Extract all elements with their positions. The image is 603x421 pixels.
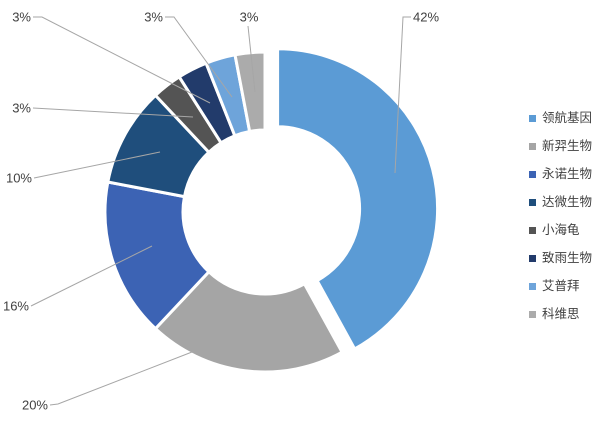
leader-line	[49, 351, 193, 406]
pie-slice-新羿生物[interactable]	[153, 269, 345, 374]
legend-item[interactable]: 科维思	[529, 300, 592, 328]
legend-marker-icon	[529, 254, 536, 262]
legend-marker-icon	[529, 114, 536, 122]
leader-line	[32, 107, 194, 118]
data-label: 3%	[240, 10, 259, 25]
data-label: 20%	[22, 398, 48, 413]
legend-item[interactable]: 新羿生物	[529, 132, 592, 160]
legend-item[interactable]: 达微生物	[529, 188, 592, 216]
pie-slice-科维思[interactable]	[233, 50, 267, 134]
leader-line	[165, 16, 233, 98]
legend-marker-icon	[529, 198, 536, 206]
leader-line	[394, 16, 411, 174]
legend-label: 达微生物	[542, 194, 593, 209]
legend-label: 科维思	[542, 306, 580, 321]
legend-marker-icon	[529, 170, 536, 178]
data-label: 3%	[12, 101, 31, 116]
legend-marker-icon	[529, 310, 536, 318]
data-label: 16%	[3, 299, 29, 314]
legend-label: 致雨生物	[542, 250, 593, 265]
legend-item[interactable]: 致雨生物	[529, 244, 592, 272]
pie-slice-永诺生物[interactable]	[103, 180, 211, 331]
leader-line	[33, 151, 161, 179]
leader-line	[30, 245, 153, 307]
legend-label: 永诺生物	[542, 166, 593, 181]
legend-item[interactable]: 领航基因	[529, 104, 592, 132]
chart-legend: 领航基因新羿生物永诺生物达微生物小海龟致雨生物艾普拜科维思	[529, 104, 592, 328]
legend-marker-icon	[529, 142, 536, 150]
legend-label: 新羿生物	[542, 138, 593, 153]
data-label: 42%	[413, 10, 439, 25]
data-label: 3%	[144, 10, 163, 25]
legend-label: 小海龟	[542, 222, 580, 237]
legend-marker-icon	[529, 226, 536, 234]
data-label: 3%	[12, 10, 31, 25]
legend-item[interactable]: 小海龟	[529, 216, 592, 244]
legend-label: 艾普拜	[542, 278, 580, 293]
legend-marker-icon	[529, 282, 536, 290]
leader-line	[33, 16, 211, 104]
legend-item[interactable]: 艾普拜	[529, 272, 592, 300]
data-label: 10%	[6, 171, 32, 186]
legend-label: 领航基因	[542, 110, 593, 125]
legend-item[interactable]: 永诺生物	[529, 160, 592, 188]
leader-line	[247, 25, 256, 93]
